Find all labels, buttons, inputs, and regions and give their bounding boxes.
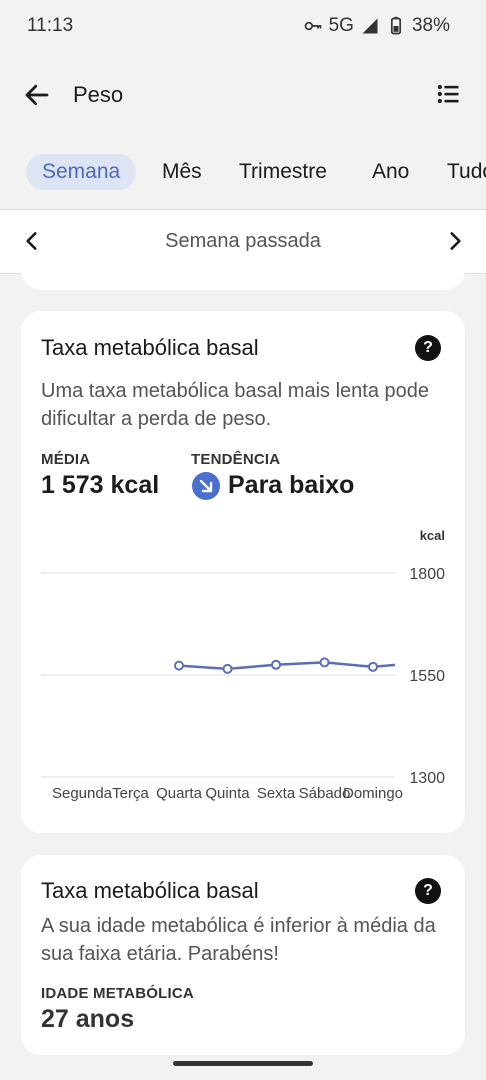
date-range-label: Semana passada xyxy=(165,230,321,252)
chevron-right-icon[interactable] xyxy=(442,228,468,254)
network-label: 5G xyxy=(328,15,354,36)
x-tick-label: Quinta xyxy=(205,785,250,802)
tab-trimestre[interactable]: Trimestre xyxy=(239,160,327,183)
help-icon[interactable]: ? xyxy=(415,335,441,361)
y-tick-label: 1300 xyxy=(409,770,445,787)
app-bar: Peso xyxy=(0,66,486,124)
help-icon[interactable]: ? xyxy=(415,878,441,904)
card-title: Taxa metabólica basal xyxy=(41,335,259,360)
x-tick-label: Domingo xyxy=(343,785,403,802)
status-icons: 5G 38% xyxy=(303,15,450,37)
tab-ano[interactable]: Ano xyxy=(372,160,410,183)
battery-icon xyxy=(390,16,401,35)
period-tabs: Semana Mês Trimestre Ano Tudo xyxy=(0,150,486,194)
x-tick-label: Quarta xyxy=(156,785,203,802)
bmr-line-chart: kcal 1300 1550 1800 Segunda Terça Quarta Quin… xyxy=(41,528,445,802)
tab-mes[interactable]: Mês xyxy=(162,160,202,183)
previous-card-bottom xyxy=(21,262,465,290)
data-point[interactable] xyxy=(222,663,233,674)
signal-icon xyxy=(362,18,378,34)
tab-semana[interactable]: Semana xyxy=(26,154,137,190)
card-title: Taxa metabólica basal xyxy=(41,878,259,903)
trend-label: TENDÊNCIA xyxy=(191,451,281,468)
home-indicator[interactable] xyxy=(173,1061,313,1066)
y-tick-label: 1800 xyxy=(409,566,445,583)
data-point[interactable] xyxy=(174,660,184,671)
data-point[interactable] xyxy=(319,657,330,668)
metabolic-age-value: 27 anos xyxy=(41,1005,135,1033)
average-label: MÉDIA xyxy=(41,451,91,468)
series-line xyxy=(178,661,396,671)
bmr-chart-card: Taxa metabólica basal ? Uma taxa metaból… xyxy=(21,311,465,833)
metabolic-age-label: IDADE METABÓLICA xyxy=(41,985,194,1002)
data-point[interactable] xyxy=(271,659,281,670)
x-tick-label: Sábado xyxy=(299,785,351,802)
y-unit-label: kcal xyxy=(420,528,445,543)
chevron-left-icon[interactable] xyxy=(19,228,45,254)
y-tick-label: 1550 xyxy=(409,668,445,685)
x-tick-label: Sexta xyxy=(257,785,296,802)
page-title: Peso xyxy=(73,82,124,107)
tab-tudo[interactable]: Tudo xyxy=(447,160,486,183)
status-time: 11:13 xyxy=(27,15,74,36)
arrow-down-right-icon xyxy=(192,472,220,500)
status-bar: 11:13 5G 38% xyxy=(0,0,486,54)
list-menu-icon[interactable] xyxy=(434,80,462,108)
card-description: A sua idade metabólica é inferior à médi… xyxy=(41,915,436,965)
average-value: 1 573 kcal xyxy=(41,471,160,499)
data-point[interactable] xyxy=(368,661,378,672)
back-arrow-icon[interactable] xyxy=(22,80,52,110)
x-tick-label: Segunda xyxy=(52,785,113,802)
vpn-key-icon xyxy=(304,21,321,31)
card-description: Uma taxa metabólica basal mais lenta pod… xyxy=(41,380,429,430)
battery-level: 38% xyxy=(411,15,450,36)
trend-value: Para baixo xyxy=(228,471,355,499)
x-tick-label: Terça xyxy=(112,785,149,802)
metabolic-age-card: Taxa metabólica basal ? A sua idade meta… xyxy=(21,855,465,1055)
